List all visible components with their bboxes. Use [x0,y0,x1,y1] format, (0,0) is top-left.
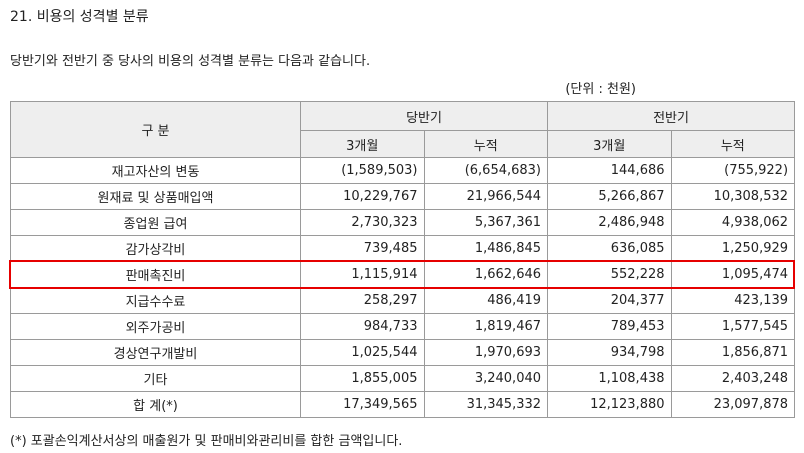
header-category: 구 분 [10,101,301,158]
cell-current-cumulative: 5,367,361 [423,209,549,236]
cell-current-cumulative: (6,654,683) [423,157,549,184]
table-row-total: 합 계(*) 17,349,565 31,345,332 12,123,880 … [10,391,796,418]
table-row: 원재료 및 상품매입액 10,229,767 21,966,544 5,266,… [10,183,796,210]
cell-prior-cumulative: 10,308,532 [670,183,796,210]
cell-current-cumulative: 31,345,332 [423,391,549,418]
header-current-period: 당반기 [299,101,549,131]
expense-by-nature-table: 구 분 당반기 전반기 3개월 누적 3개월 누적 재고자산의 변동 (1,58… [10,101,796,418]
cell-current-cumulative: 1,819,467 [423,313,549,340]
cell-prior-cumulative: 1,250,929 [670,235,796,262]
header-prior-period: 전반기 [547,101,796,131]
cell-prior-3m: 204,377 [547,287,672,314]
row-label: 지급수수료 [10,287,301,314]
cell-current-3m: 739,485 [300,235,425,262]
cell-prior-3m: 552,228 [547,261,672,288]
unit-label: (단위 : 천원) [565,82,636,97]
row-label: 원재료 및 상품매입액 [10,183,301,210]
row-label: 경상연구개발비 [10,339,301,366]
cell-current-3m: 984,733 [300,313,425,340]
row-label: 감가상각비 [10,235,301,262]
cell-prior-3m: 789,453 [547,313,672,340]
row-label: 기타 [10,365,301,392]
table-row: 감가상각비 739,485 1,486,845 636,085 1,250,92… [10,235,796,262]
cell-current-cumulative: 21,966,544 [423,183,549,210]
cell-prior-cumulative: 423,139 [670,287,796,314]
row-label: 종업원 급여 [10,209,301,236]
cell-current-3m: 258,297 [300,287,425,314]
table-row: 지급수수료 258,297 486,419 204,377 423,139 [10,287,796,314]
cell-prior-3m: 1,108,438 [547,365,672,392]
cell-prior-cumulative: (755,922) [670,157,796,184]
header-prior-3m: 3개월 [547,130,672,158]
table-row: 외주가공비 984,733 1,819,467 789,453 1,577,54… [10,313,796,340]
cell-current-3m: 1,855,005 [300,365,425,392]
footnote: (*) 포괄손익계산서상의 매출원가 및 판매비와관리비를 합한 금액입니다. [10,434,403,449]
cell-current-3m: 10,229,767 [300,183,425,210]
cell-prior-3m: 2,486,948 [547,209,672,236]
cell-prior-cumulative: 1,856,871 [670,339,796,366]
cell-current-cumulative: 3,240,040 [423,365,549,392]
row-label: 외주가공비 [10,313,301,340]
cell-prior-cumulative: 1,095,474 [670,261,796,288]
row-label: 판매촉진비 [10,261,301,288]
cell-current-3m: 17,349,565 [300,391,425,418]
cell-current-cumulative: 486,419 [423,287,549,314]
table-row: 종업원 급여 2,730,323 5,367,361 2,486,948 4,9… [10,209,796,236]
cell-prior-3m: 934,798 [547,339,672,366]
header-prior-cumulative: 누적 [670,130,796,158]
cell-current-3m: 2,730,323 [300,209,425,236]
row-label: 재고자산의 변동 [10,157,301,184]
cell-current-cumulative: 1,486,845 [423,235,549,262]
cell-prior-3m: 12,123,880 [547,391,672,418]
table-row: 경상연구개발비 1,025,544 1,970,693 934,798 1,85… [10,339,796,366]
section-title: 21. 비용의 성격별 분류 [10,9,149,25]
cell-current-cumulative: 1,970,693 [423,339,549,366]
cell-prior-3m: 636,085 [547,235,672,262]
cell-current-3m: 1,115,914 [300,261,425,288]
header-current-cumulative: 누적 [423,130,549,158]
cell-prior-cumulative: 4,938,062 [670,209,796,236]
cell-prior-cumulative: 23,097,878 [670,391,796,418]
cell-prior-3m: 5,266,867 [547,183,672,210]
cell-prior-cumulative: 2,403,248 [670,365,796,392]
cell-current-cumulative: 1,662,646 [423,261,549,288]
cell-prior-3m: 144,686 [547,157,672,184]
cell-prior-cumulative: 1,577,545 [670,313,796,340]
row-label: 합 계(*) [10,391,301,418]
table-row: 재고자산의 변동 (1,589,503) (6,654,683) 144,686… [10,157,796,184]
intro-text: 당반기와 전반기 중 당사의 비용의 성격별 분류는 다음과 같습니다. [10,54,371,69]
table-row-highlighted: 판매촉진비 1,115,914 1,662,646 552,228 1,095,… [10,261,796,288]
header-current-3m: 3개월 [300,130,425,158]
table-row: 기타 1,855,005 3,240,040 1,108,438 2,403,2… [10,365,796,392]
cell-current-3m: (1,589,503) [300,157,425,184]
cell-current-3m: 1,025,544 [300,339,425,366]
